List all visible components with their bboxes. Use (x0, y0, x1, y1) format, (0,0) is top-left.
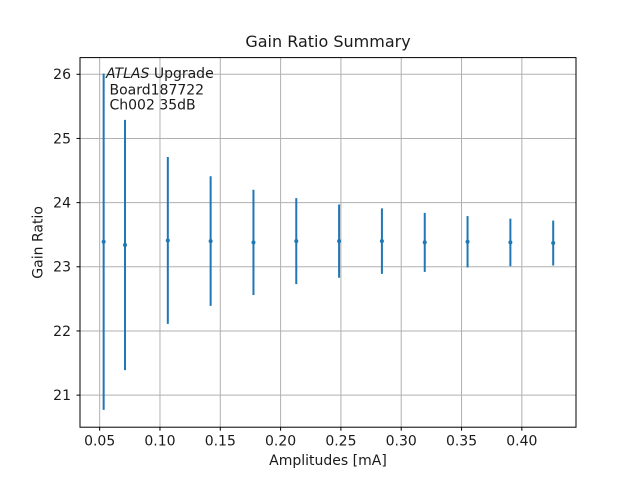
y-tick-label: 22 (53, 324, 71, 340)
x-tick-labels: 0.05 0.10 0.15 0.20 0.25 0.30 0.35 0.40 (84, 434, 537, 450)
x-tick-label: 0.30 (386, 434, 417, 450)
annotation-experiment-italic: ATLAS (105, 66, 149, 82)
annotation-line-2: Board187722 (110, 83, 205, 99)
y-tick-label: 24 (53, 195, 71, 211)
x-tick-label: 0.20 (265, 434, 296, 450)
data-point-marker (508, 240, 513, 245)
y-tick-label: 26 (53, 67, 71, 83)
annotation-block: ATLAS Upgrade Board187722 Ch002 35dB (105, 66, 214, 114)
data-point-marker (122, 242, 127, 247)
y-tick-labels: 21 22 23 24 25 26 (53, 67, 71, 404)
chart-title-text: Gain Ratio Summary (245, 32, 410, 51)
data-point-marker (465, 239, 470, 244)
data-point-marker (165, 238, 170, 243)
x-tick-label: 0.35 (446, 434, 477, 450)
annotation-line-3: Ch002 35dB (110, 98, 196, 114)
axis-tick-marks (76, 73, 523, 431)
y-tick-label: 21 (53, 388, 71, 404)
data-point-marker (379, 239, 384, 244)
data-point-marker (101, 239, 106, 244)
x-axis-label: Amplitudes [mA] (269, 453, 387, 469)
data-point-marker (208, 239, 213, 244)
plot-border (79, 57, 577, 428)
data-point-marker (422, 240, 427, 245)
annotation-upgrade-text: Upgrade (149, 66, 213, 82)
gridlines (80, 57, 576, 428)
data-point-marker (294, 239, 299, 244)
y-tick-label: 25 (53, 131, 71, 147)
x-tick-label: 0.05 (84, 434, 115, 450)
data-point-marker (337, 239, 342, 244)
data-point-marker (251, 240, 256, 245)
x-tick-label: 0.40 (506, 434, 537, 450)
chart-title: Gain Ratio Summary (245, 32, 410, 51)
y-axis-label: Gain Ratio (31, 206, 47, 279)
errorbar-series (101, 73, 556, 410)
x-tick-label: 0.15 (205, 434, 236, 450)
y-tick-label: 23 (53, 260, 71, 276)
annotation-line-1: ATLAS Upgrade (105, 66, 214, 82)
data-point-marker (551, 241, 556, 246)
x-tick-label: 0.10 (144, 434, 175, 450)
x-tick-label: 0.25 (325, 434, 356, 450)
